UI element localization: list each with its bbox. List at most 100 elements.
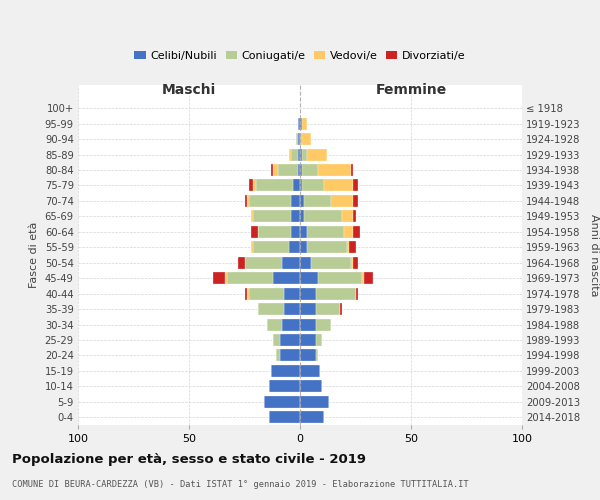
Bar: [296, 133, 298, 145]
Bar: [284, 288, 300, 300]
Bar: [342, 210, 353, 222]
Bar: [275, 350, 280, 362]
Bar: [284, 303, 300, 315]
Bar: [238, 256, 245, 269]
Y-axis label: Fasce di età: Fasce di età: [29, 222, 39, 288]
Bar: [347, 241, 349, 254]
Text: Maschi: Maschi: [162, 84, 216, 98]
Bar: [249, 195, 291, 207]
Bar: [258, 226, 291, 238]
Bar: [300, 164, 302, 176]
Bar: [316, 288, 355, 300]
Text: COMUNE DI BEURA-CARDEZZA (VB) - Dati ISTAT 1° gennaio 2019 - Elaborazione TUTTIT: COMUNE DI BEURA-CARDEZZA (VB) - Dati IST…: [12, 480, 469, 489]
Bar: [300, 288, 316, 300]
Bar: [300, 148, 302, 160]
Bar: [344, 226, 353, 238]
Bar: [291, 195, 300, 207]
Bar: [258, 303, 284, 315]
Bar: [289, 148, 291, 160]
Bar: [311, 256, 351, 269]
Bar: [355, 288, 358, 300]
Bar: [249, 288, 284, 300]
Bar: [274, 272, 300, 284]
Bar: [266, 318, 282, 330]
Bar: [302, 118, 307, 130]
Y-axis label: Anni di nascita: Anni di nascita: [589, 214, 599, 296]
Bar: [353, 180, 358, 192]
Bar: [302, 133, 311, 145]
Bar: [291, 226, 300, 238]
Bar: [282, 318, 300, 330]
Bar: [362, 272, 364, 284]
Bar: [300, 396, 329, 408]
Bar: [307, 148, 326, 160]
Bar: [316, 318, 331, 330]
Bar: [265, 396, 300, 408]
Bar: [256, 180, 293, 192]
Bar: [282, 256, 300, 269]
Bar: [349, 241, 356, 254]
Bar: [307, 226, 344, 238]
Bar: [300, 195, 304, 207]
Bar: [300, 118, 302, 130]
Bar: [251, 210, 253, 222]
Bar: [318, 164, 351, 176]
Bar: [245, 288, 247, 300]
Bar: [300, 256, 311, 269]
Bar: [280, 334, 300, 346]
Bar: [304, 210, 342, 222]
Bar: [274, 334, 280, 346]
Bar: [351, 164, 353, 176]
Bar: [300, 411, 325, 424]
Bar: [318, 272, 362, 284]
Bar: [300, 226, 307, 238]
Bar: [304, 195, 331, 207]
Bar: [353, 256, 358, 269]
Bar: [351, 256, 353, 269]
Bar: [274, 164, 278, 176]
Bar: [316, 303, 340, 315]
Bar: [291, 210, 300, 222]
Bar: [269, 411, 300, 424]
Legend: Celibi/Nubili, Coniugati/e, Vedovi/e, Divorziati/e: Celibi/Nubili, Coniugati/e, Vedovi/e, Di…: [130, 46, 470, 65]
Bar: [300, 241, 307, 254]
Bar: [353, 210, 355, 222]
Bar: [331, 195, 353, 207]
Bar: [214, 272, 224, 284]
Bar: [253, 180, 256, 192]
Bar: [291, 148, 298, 160]
Bar: [302, 180, 325, 192]
Bar: [307, 241, 347, 254]
Bar: [353, 226, 360, 238]
Bar: [300, 350, 316, 362]
Bar: [298, 148, 300, 160]
Bar: [298, 118, 300, 130]
Bar: [300, 365, 320, 377]
Bar: [224, 272, 227, 284]
Bar: [302, 164, 318, 176]
Bar: [271, 365, 300, 377]
Bar: [280, 350, 300, 362]
Bar: [298, 133, 300, 145]
Bar: [300, 380, 322, 392]
Bar: [245, 195, 247, 207]
Bar: [300, 318, 316, 330]
Bar: [269, 380, 300, 392]
Bar: [247, 288, 249, 300]
Text: Femmine: Femmine: [376, 84, 446, 98]
Bar: [253, 210, 291, 222]
Bar: [251, 241, 253, 254]
Bar: [249, 180, 253, 192]
Bar: [300, 272, 318, 284]
Bar: [353, 195, 358, 207]
Bar: [325, 180, 353, 192]
Bar: [300, 210, 304, 222]
Bar: [251, 226, 258, 238]
Bar: [300, 303, 316, 315]
Bar: [253, 241, 289, 254]
Bar: [340, 303, 342, 315]
Bar: [247, 195, 249, 207]
Bar: [316, 334, 322, 346]
Bar: [271, 164, 274, 176]
Bar: [316, 350, 318, 362]
